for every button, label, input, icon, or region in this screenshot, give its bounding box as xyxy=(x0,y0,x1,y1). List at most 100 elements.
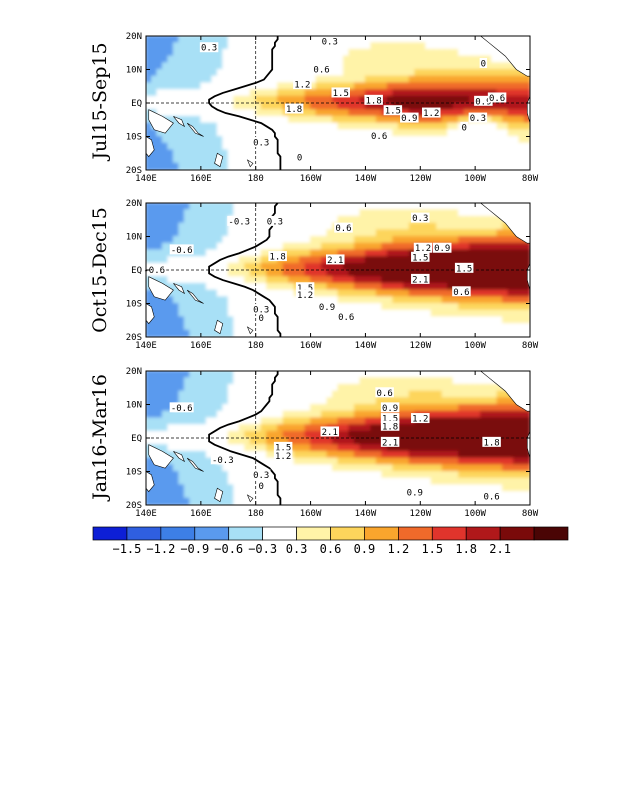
y-tick-label: 10S xyxy=(126,468,142,478)
island-shape xyxy=(186,289,204,304)
island-shape xyxy=(173,283,186,295)
x-tick-label: 140E xyxy=(135,174,157,184)
colorbar-label: 1.5 xyxy=(421,542,443,556)
contour-label: 0.6 xyxy=(369,130,389,142)
contour-label: 2.1 xyxy=(326,254,345,266)
colorbar-swatch xyxy=(431,526,467,541)
svg-text:0.3: 0.3 xyxy=(253,139,269,149)
contour-label: -0.3 xyxy=(227,215,252,227)
contour-label: 0 xyxy=(460,121,468,133)
x-tick-label: 80W xyxy=(522,174,539,184)
x-tick-label: 100W xyxy=(464,509,486,519)
x-tick-label: 140E xyxy=(135,509,157,519)
colorbar-swatch xyxy=(465,526,501,541)
contour-label: 0.3 xyxy=(411,212,430,224)
colorbar-swatch xyxy=(194,526,230,541)
y-tick-label: 10N xyxy=(126,401,142,411)
svg-text:0.3: 0.3 xyxy=(253,306,269,316)
contour-label: 0 xyxy=(295,152,304,164)
svg-text:1.8: 1.8 xyxy=(366,96,382,106)
colorbar-label: 0.3 xyxy=(286,542,308,556)
island-shape xyxy=(214,152,224,168)
island-shape xyxy=(246,494,254,503)
central-america-land xyxy=(480,203,530,244)
contour-label: 2.1 xyxy=(411,273,430,285)
colorbar-labels: −1.5 −1.2 −0.9 −0.6 −0.3 0.3 0.6 0.9 1.2 1.5 1.8 2.… xyxy=(112,542,511,556)
contour-label: 0.9 xyxy=(317,301,337,313)
y-tick-label: 10S xyxy=(126,133,142,143)
axis-ticks: 140E 160E 180 160W 140W 120W 100W 80W 20N 10N EQ 10… xyxy=(126,199,539,351)
y-tick-label: 20N xyxy=(126,199,142,209)
svg-text:0.6: 0.6 xyxy=(338,313,354,323)
contour-label: 1.2 xyxy=(273,450,293,462)
svg-text:1.8: 1.8 xyxy=(382,422,398,432)
svg-text:2.1: 2.1 xyxy=(412,275,428,285)
colorbar-label: 0.9 xyxy=(354,542,376,556)
x-tick-label: 160W xyxy=(300,509,322,519)
svg-text:1.2: 1.2 xyxy=(415,244,431,254)
x-tick-label: 140W xyxy=(355,509,377,519)
svg-text:1.5: 1.5 xyxy=(275,443,291,453)
x-tick-label: 140W xyxy=(355,341,377,351)
contour-label: 1.8 xyxy=(268,251,287,263)
svg-text:0.6: 0.6 xyxy=(376,389,392,399)
svg-text:2.1: 2.1 xyxy=(327,256,343,266)
svg-text:0: 0 xyxy=(297,154,302,164)
colorbar-swatches xyxy=(92,526,569,541)
central-america-land xyxy=(480,36,530,77)
svg-text:0.9: 0.9 xyxy=(475,97,491,107)
colorbar-label: −0.6 xyxy=(214,542,243,556)
y-tick-label: EQ xyxy=(131,266,142,276)
svg-text:0.9: 0.9 xyxy=(407,489,423,499)
contour-label: 0.9 xyxy=(405,487,425,499)
svg-text:0.9: 0.9 xyxy=(401,114,417,124)
colorbar-label: 1.8 xyxy=(455,542,477,556)
contour-label: -0.6 xyxy=(169,402,194,414)
contour-label: 0.6 xyxy=(482,491,501,503)
contour-labels: -0.60.60.91.21.51.82.12.1 1.81.51.2-0.30.… xyxy=(169,387,501,503)
contour-label: 1.5 xyxy=(454,262,474,274)
contour-label: 1.5 xyxy=(331,87,350,99)
svg-text:2.1: 2.1 xyxy=(382,438,398,448)
zero-contour xyxy=(208,36,282,170)
svg-text:0.6: 0.6 xyxy=(313,66,329,76)
svg-text:1.5: 1.5 xyxy=(333,89,349,99)
contour-label: 1.2 xyxy=(295,289,315,301)
island-shape xyxy=(146,303,155,325)
svg-text:0.3: 0.3 xyxy=(201,44,217,54)
svg-text:0.9: 0.9 xyxy=(319,303,335,313)
contour-label: 1.8 xyxy=(364,94,383,106)
contour-label: 1.2 xyxy=(293,79,312,91)
contour-label: 2.1 xyxy=(320,426,340,438)
y-tick-label: 10S xyxy=(126,300,142,310)
svg-text:1.5: 1.5 xyxy=(382,415,398,425)
svg-text:1.8: 1.8 xyxy=(286,105,302,115)
contour-label: 1.5 xyxy=(380,413,400,425)
svg-text:0.6: 0.6 xyxy=(453,288,469,298)
colorbar-label: −0.9 xyxy=(180,542,209,556)
island-shape xyxy=(146,136,155,158)
panel-title: Jul15-Sep15 xyxy=(89,42,111,161)
colorbar-swatch xyxy=(398,526,433,541)
svg-text:0.3: 0.3 xyxy=(470,114,486,124)
contour-label: 0.3 xyxy=(265,215,285,227)
contour-label: 1.8 xyxy=(380,420,400,432)
svg-text:-0.6: -0.6 xyxy=(143,266,165,276)
colorbar-swatch xyxy=(262,526,297,541)
map-panel-2: Oct15-Dec15 -0.3 0.3-0.6-0.60.60.31.2 0.91… xyxy=(89,199,539,351)
x-tick-label: 180 xyxy=(248,341,264,351)
svg-text:0.9: 0.9 xyxy=(434,244,450,254)
svg-text:0: 0 xyxy=(258,314,263,324)
panel-title: Jan16-Mar16 xyxy=(89,374,111,502)
svg-text:2.1: 2.1 xyxy=(322,428,338,438)
contour-labels: -0.3 0.3-0.6-0.60.60.31.2 0.91.8 2.1 1.51.52… xyxy=(142,212,474,324)
colorbar-label: 2.1 xyxy=(489,542,511,556)
y-tick-label: 10N xyxy=(126,233,142,243)
svg-text:1.8: 1.8 xyxy=(483,438,499,448)
island-shape xyxy=(214,487,224,503)
svg-text:-0.3: -0.3 xyxy=(228,217,250,227)
contour-label: 1.2 xyxy=(422,107,441,119)
svg-text:1.2: 1.2 xyxy=(423,109,439,119)
island-shape xyxy=(246,159,254,168)
svg-text:-0.6: -0.6 xyxy=(171,404,193,414)
